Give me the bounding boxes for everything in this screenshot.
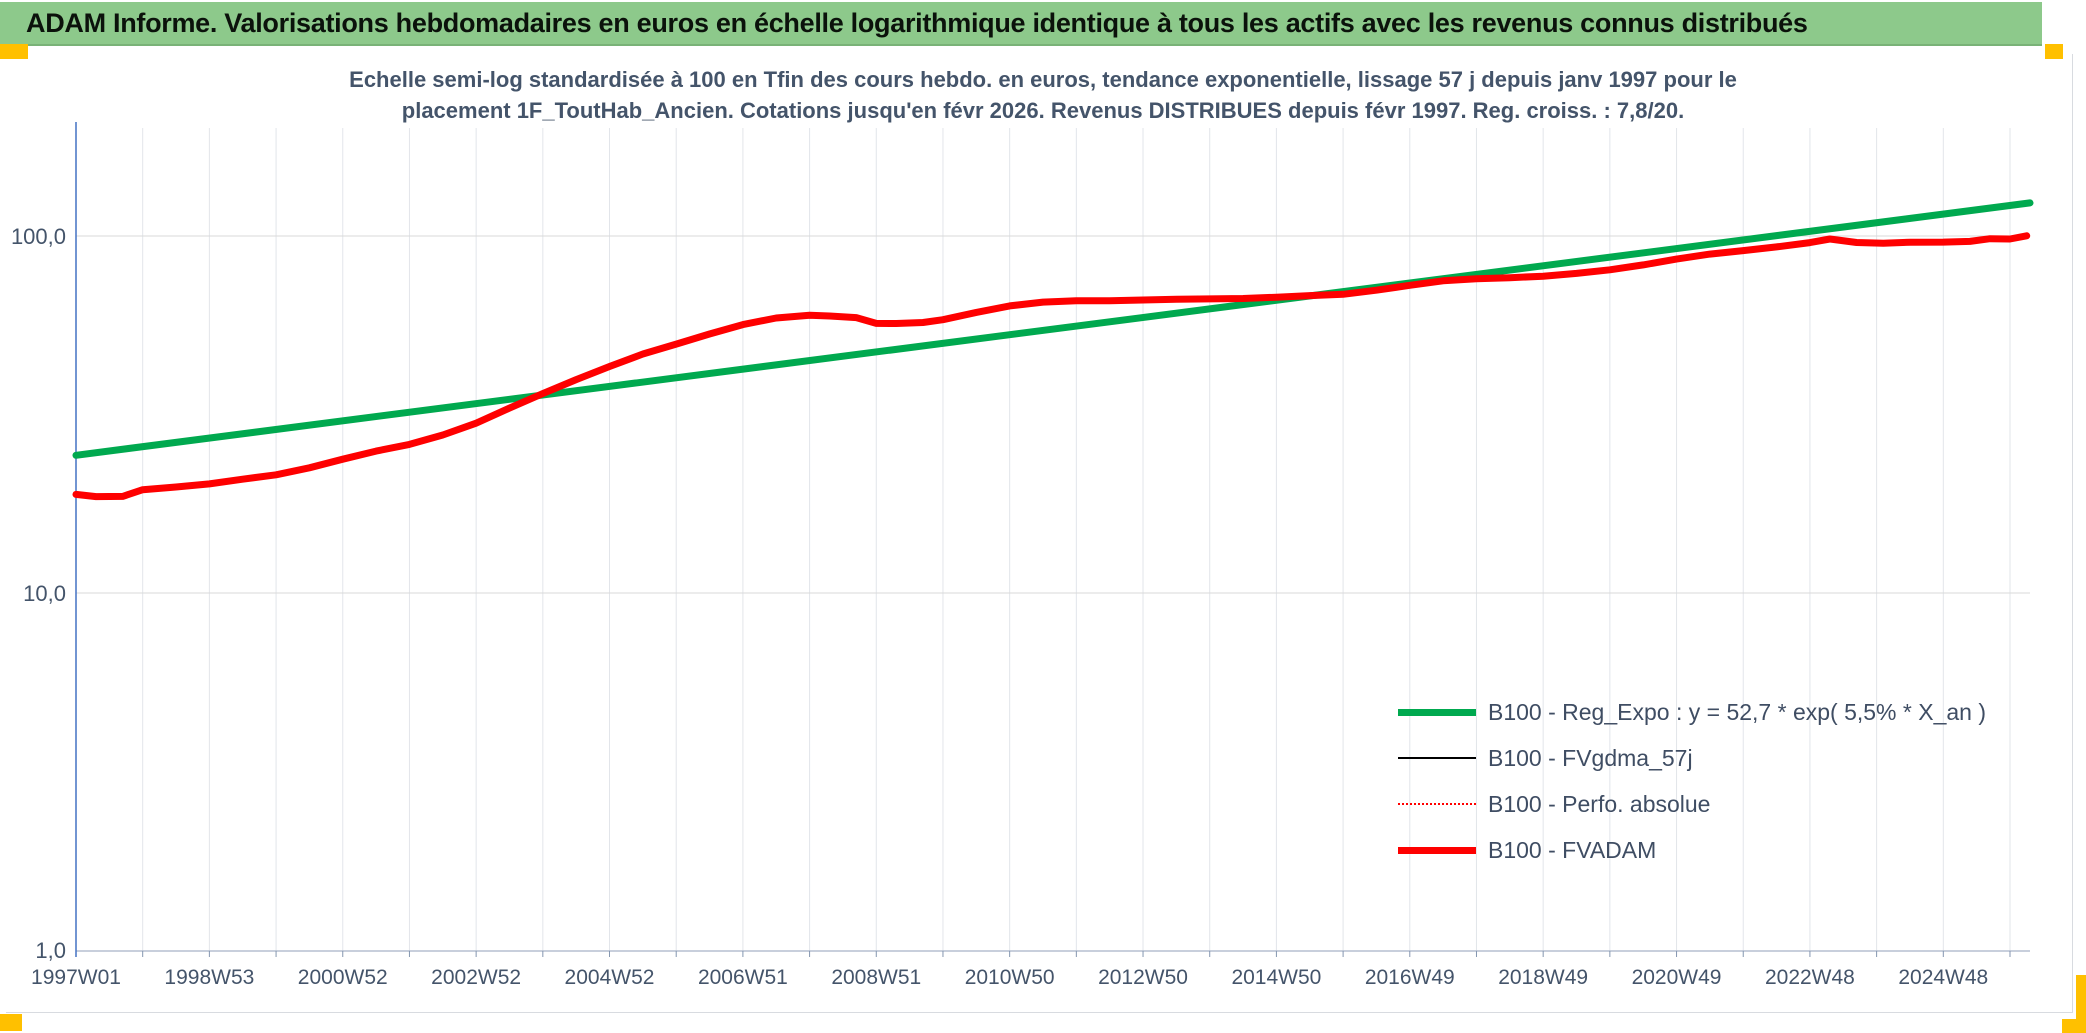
legend-entry-3: B100 - FVADAM [1398, 827, 1986, 873]
title-bar: ADAM Informe. Valorisations hebdomadaire… [0, 2, 2042, 46]
x-tick-label: 2000W52 [298, 966, 388, 989]
chart-container [6, 54, 2073, 1013]
x-tick-label: 2018W49 [1498, 966, 1588, 989]
y-tick-label: 100,0 [11, 224, 66, 249]
x-tick-label: 1997W01 [31, 966, 121, 989]
x-tick-label: 2016W49 [1365, 966, 1455, 989]
legend-entry-2: B100 - Perfo. absolue [1398, 781, 1986, 827]
chart-title-line-2: placement 1F_ToutHab_Ancien. Cotations j… [401, 98, 1685, 123]
gold-marker-bottom-left [0, 1014, 22, 1031]
x-tick-label: 2014W50 [1231, 966, 1321, 989]
x-tick-label: 2022W48 [1765, 966, 1855, 989]
legend-line-sample [1398, 708, 1476, 716]
y-tick-label: 10,0 [23, 581, 66, 606]
legend-label: B100 - FVgdma_57j [1488, 744, 1693, 771]
legend-label: B100 - Reg_Expo : y = 52,7 * exp( 5,5% *… [1488, 698, 1986, 725]
legend-label: B100 - FVADAM [1488, 836, 1657, 863]
legend-line-sample [1398, 803, 1476, 805]
x-tick-label: 2024W48 [1898, 966, 1988, 989]
y-tick-label: 1,0 [35, 938, 66, 963]
x-tick-label: 2010W50 [965, 966, 1055, 989]
gold-marker-top-left [0, 44, 28, 59]
chart-title-line-1: Echelle semi-log standardisée à 100 en T… [349, 67, 1737, 92]
page-title: ADAM Informe. Valorisations hebdomadaire… [26, 7, 1808, 38]
legend-entry-0: B100 - Reg_Expo : y = 52,7 * exp( 5,5% *… [1398, 689, 1986, 735]
chart-title: Echelle semi-log standardisée à 100 en T… [0, 64, 2086, 126]
gold-marker-right-edge [2076, 975, 2086, 1033]
x-tick-label: 2004W52 [565, 966, 655, 989]
series-line-3 [72, 232, 2031, 501]
gold-marker-bottom-right [2062, 1019, 2086, 1033]
x-tick-label: 2002W52 [431, 966, 521, 989]
x-tick-label: 2008W51 [831, 966, 921, 989]
series-line-0 [72, 199, 2034, 459]
x-tick-label: 2020W49 [1632, 966, 1722, 989]
legend-line-sample [1398, 846, 1476, 854]
legend-line-sample [1398, 757, 1476, 759]
x-tick-label: 1998W53 [164, 966, 254, 989]
gold-marker-top-right [2045, 44, 2063, 59]
legend-entry-1: B100 - FVgdma_57j [1398, 735, 1986, 781]
x-tick-label: 2012W50 [1098, 966, 1188, 989]
x-tick-label: 2006W51 [698, 966, 788, 989]
legend-label: B100 - Perfo. absolue [1488, 790, 1711, 817]
legend: B100 - Reg_Expo : y = 52,7 * exp( 5,5% *… [1398, 689, 1986, 873]
